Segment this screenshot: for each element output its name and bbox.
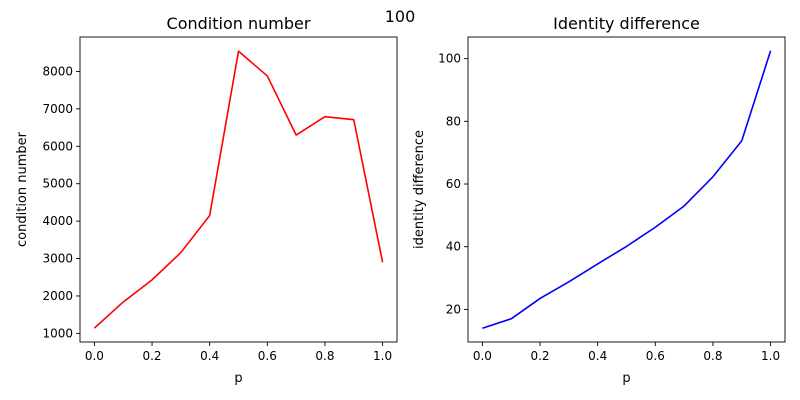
y-tick-label: 1000 — [42, 326, 73, 340]
y-tick-label: 20 — [446, 302, 461, 316]
x-tick-label: 0.8 — [315, 349, 334, 363]
y-tick-label: 80 — [446, 114, 461, 128]
x-tick-label: 0.2 — [142, 349, 161, 363]
y-tick-label: 8000 — [42, 64, 73, 78]
chart-panel-identity-difference: Identity difference 0.0 0.2 0.4 0.6 0.8 1.0 20 4… — [412, 14, 786, 386]
series-line — [482, 50, 772, 329]
x-axis-label: p — [622, 371, 630, 386]
chart-panel-condition-number: Condition number 0.0 0.2 0.4 0.6 0.8 1.0 1000 20… — [15, 14, 398, 386]
y-axis-label: condition number — [15, 131, 30, 247]
y-axis-label: identity difference — [412, 130, 427, 249]
x-tick-label: 0.8 — [703, 349, 722, 363]
x-tick-label: 0.4 — [200, 349, 219, 363]
series-line — [93, 50, 384, 329]
chart-title: Condition number — [167, 14, 311, 33]
x-tick-label: 1.0 — [761, 349, 780, 363]
x-tick-label: 0.6 — [646, 349, 665, 363]
y-tick-label: 40 — [446, 240, 461, 254]
x-tick-label: 0.2 — [530, 349, 549, 363]
y-tick-label: 60 — [446, 177, 461, 191]
y-tick-label: 100 — [438, 52, 461, 66]
y-tick-label: 5000 — [42, 177, 73, 191]
y-tick-label: 4000 — [42, 214, 73, 228]
axes-frame — [79, 36, 398, 343]
axes-frame — [467, 36, 786, 343]
y-tick-label: 2000 — [42, 289, 73, 303]
y-tick-label: 3000 — [42, 252, 73, 266]
x-tick-label: 1.0 — [373, 349, 392, 363]
y-tick-label: 6000 — [42, 139, 73, 153]
x-tick-label: 0.6 — [258, 349, 277, 363]
chart-title: Identity difference — [553, 14, 700, 33]
figure-suptitle: 100 — [385, 7, 416, 26]
x-tick-label: 0.4 — [588, 349, 607, 363]
y-tick-label: 7000 — [42, 102, 73, 116]
x-tick-label: 0.0 — [473, 349, 492, 363]
x-tick-label: 0.0 — [85, 349, 104, 363]
x-axis-label: p — [234, 371, 242, 386]
